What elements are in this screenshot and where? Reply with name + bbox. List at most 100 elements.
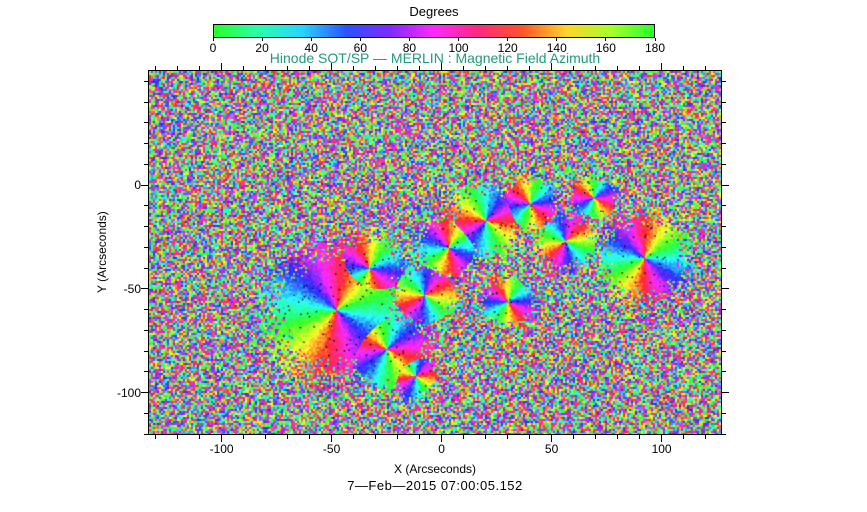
tick-mark	[141, 392, 148, 393]
x-tick-label: -100	[209, 442, 234, 456]
tick-mark	[722, 226, 726, 228]
tick-mark	[529, 66, 531, 70]
tick-mark	[617, 66, 619, 70]
tick-mark	[722, 288, 729, 290]
plot-wrap: -100 -50 0 50 100 0 -50 -100 X (Arcseconds) Y (…	[95, 63, 729, 493]
tick-mark	[265, 66, 267, 70]
tick-mark	[141, 184, 148, 186]
tick-mark	[722, 163, 726, 165]
colorbar-gradient	[213, 24, 655, 38]
tick-mark	[705, 435, 707, 439]
colorbar-tick-mark	[310, 38, 312, 41]
tick-mark	[722, 329, 726, 331]
tick-mark	[144, 163, 148, 165]
colorbar-tick-mark	[261, 38, 263, 41]
colorbar-tick-mark	[556, 38, 558, 41]
tick-mark	[722, 392, 729, 393]
tick-mark	[661, 63, 663, 70]
colorbar-tick-label: 40	[304, 41, 318, 55]
tick-mark	[144, 143, 148, 145]
tick-mark	[144, 412, 148, 414]
y-tick-label: -50	[123, 281, 141, 296]
tick-mark	[144, 226, 148, 228]
tick-mark	[144, 101, 148, 103]
tick-mark	[177, 435, 179, 439]
tick-mark	[144, 122, 148, 124]
tick-mark	[287, 435, 289, 439]
tick-mark	[595, 66, 597, 70]
tick-mark	[221, 63, 223, 70]
tick-mark	[722, 433, 726, 435]
tick-mark	[441, 63, 443, 70]
tick-mark	[144, 329, 148, 331]
tick-mark	[441, 435, 443, 442]
y-tick-label: -100	[116, 385, 141, 400]
tick-mark	[141, 288, 148, 290]
x-axis-label: X (Arcseconds)	[393, 462, 477, 476]
tick-mark	[144, 371, 148, 373]
tick-mark	[144, 267, 148, 269]
tick-mark	[722, 205, 726, 207]
tick-mark	[573, 435, 575, 439]
tick-mark	[529, 435, 531, 439]
tick-mark	[397, 66, 399, 70]
tick-mark	[463, 66, 465, 70]
tick-mark	[595, 435, 597, 439]
tick-mark	[722, 143, 726, 145]
tick-mark	[722, 122, 726, 124]
tick-mark	[199, 435, 201, 439]
tick-mark	[419, 435, 421, 439]
colorbar-tick-label: 180	[644, 41, 666, 55]
x-tick-label: 50	[544, 442, 559, 456]
tick-mark	[397, 435, 399, 439]
y-tick-label: 0	[134, 178, 141, 193]
azimuth-map-canvas	[149, 71, 721, 434]
colorbar-title: Degrees	[409, 4, 459, 19]
colorbar-tick-mark	[654, 38, 656, 41]
tick-mark	[287, 66, 289, 70]
colorbar-tick-label: 60	[353, 41, 367, 55]
x-tick-label: 100	[651, 442, 672, 456]
colorbar-tick-label: 140	[546, 41, 567, 55]
tick-mark	[177, 66, 179, 70]
colorbar-tick-mark	[408, 38, 410, 41]
tick-mark	[661, 435, 663, 442]
y-axis-label: Y (Arcseconds)	[95, 211, 109, 294]
timestamp: 7—Feb—2015 07:00:05.152	[347, 478, 523, 493]
tick-mark	[639, 435, 641, 439]
tick-mark	[722, 412, 726, 414]
tick-mark	[419, 66, 421, 70]
colorbar-tick-mark	[359, 38, 361, 41]
tick-mark	[705, 66, 707, 70]
tick-mark	[507, 435, 509, 439]
colorbar-tick-label: 100	[448, 41, 469, 55]
tick-mark	[722, 80, 726, 82]
colorbar-tick-label: 160	[595, 41, 616, 55]
x-tick-label: 0	[438, 442, 445, 456]
colorbar-tick-mark	[212, 38, 214, 41]
tick-mark	[722, 309, 726, 311]
colorbar-tick-mark	[605, 38, 607, 41]
tick-mark	[722, 267, 726, 269]
tick-mark	[485, 435, 487, 439]
colorbar-tick-label: 120	[497, 41, 518, 55]
tick-mark	[573, 66, 575, 70]
tick-mark	[155, 66, 157, 70]
tick-mark	[683, 435, 685, 439]
tick-mark	[353, 435, 355, 439]
tick-mark	[221, 435, 223, 442]
tick-mark	[485, 66, 487, 70]
tick-mark	[722, 246, 726, 248]
colorbar-tick-label: 80	[402, 41, 417, 55]
tick-mark	[353, 66, 355, 70]
tick-mark	[683, 66, 685, 70]
tick-mark	[463, 435, 465, 439]
tick-mark	[265, 435, 267, 439]
tick-mark	[331, 63, 333, 70]
tick-mark	[144, 80, 148, 82]
tick-mark	[309, 435, 311, 439]
tick-mark	[144, 350, 148, 352]
tick-mark	[639, 66, 641, 70]
tick-mark	[375, 435, 377, 439]
